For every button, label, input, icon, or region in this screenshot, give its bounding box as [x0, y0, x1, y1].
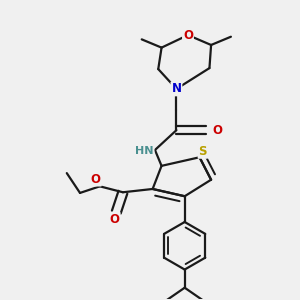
Text: N: N	[171, 82, 182, 95]
Text: O: O	[110, 213, 120, 226]
Text: HN: HN	[135, 146, 154, 156]
Text: S: S	[199, 145, 207, 158]
Text: O: O	[213, 124, 223, 137]
Text: O: O	[183, 28, 193, 42]
Text: O: O	[91, 172, 101, 186]
